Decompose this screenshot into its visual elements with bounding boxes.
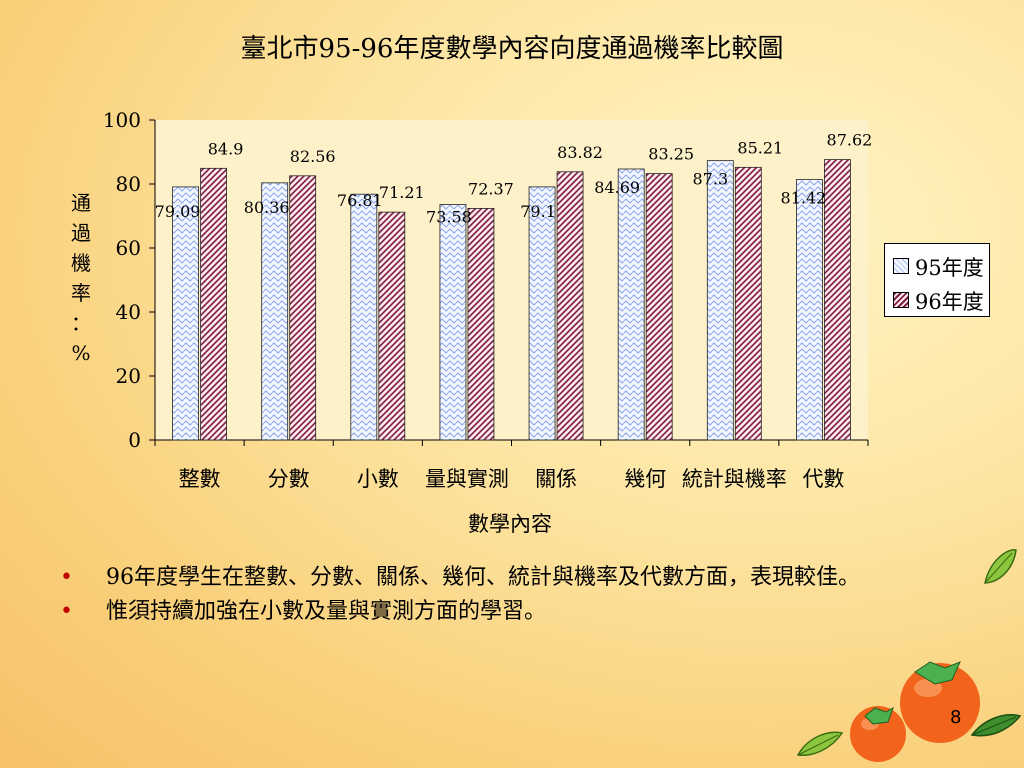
legend-label-96: 96年度 [915,290,984,314]
bar-95 [528,186,556,441]
y-axis-label-char: 率 [71,281,91,305]
y-tick-label: 100 [103,108,141,132]
bar-95 [261,182,289,441]
bar-96 [556,171,584,441]
y-axis-label-char: ： [71,311,91,335]
data-label-95: 87.3 [693,170,729,189]
data-label-96: 87.62 [827,131,873,150]
data-label-96: 72.37 [468,179,514,198]
data-label-95: 73.58 [426,208,472,227]
bullet-text: 96年度學生在整數、分數、關係、幾何、統計與機率及代數方面，表現較佳。 [106,565,860,590]
bar-95 [172,186,199,441]
x-tick-label: 整數 [179,467,221,491]
y-axis-label-char: 機 [71,251,91,275]
data-label-96: 71.21 [379,183,425,202]
bullet-item: • 惟須持續加強在小數及量與實測方面的學習。 [60,596,960,628]
x-tick-label: 分數 [268,467,310,491]
legend-label-95: 95年度 [915,256,984,280]
y-axis-label-char: 過 [71,221,91,245]
legend-swatch-96 [893,292,909,308]
bullet-list: • 96年度學生在整數、分數、關係、幾何、統計與機率及代數方面，表現較佳。 • … [60,562,960,630]
data-label-95: 81.42 [781,188,827,207]
bullet-item: • 96年度學生在整數、分數、關係、幾何、統計與機率及代數方面，表現較佳。 [60,562,960,594]
data-label-96: 84.9 [208,139,244,158]
y-tick-label: 80 [116,172,141,196]
y-axis-label: 通過機率 ：% [66,188,96,368]
bar-95 [350,193,378,441]
data-label-96: 83.25 [648,145,694,164]
x-tick-label: 統計與機率 [682,467,787,491]
bar-96 [734,166,762,441]
data-label-96: 82.56 [290,147,336,166]
y-axis-label-char: 通 [71,191,91,215]
bar-96 [200,167,227,441]
bar-95 [796,179,823,441]
bar-96 [467,208,495,441]
x-axis-label: 數學內容 [468,512,552,536]
x-tick-label: 量與實測 [425,467,509,491]
chart-legend: 95年度 96年度 [884,243,990,317]
data-label-96: 83.82 [557,143,603,162]
bar-95 [617,168,645,441]
y-tick-label: 0 [128,428,141,452]
x-tick-label: 幾何 [624,467,666,491]
y-tick-label: 60 [116,236,141,260]
data-label-95: 79.1 [520,202,556,221]
chart-title: 臺北市95-96年度數學內容向度通過機率比較圖 [240,34,784,64]
bar-95 [706,160,734,441]
bullet-dot: • [60,599,73,624]
y-axis-label-char: % [71,341,91,365]
data-label-95: 76.81 [337,191,383,210]
bar-95 [439,204,467,441]
data-label-96: 85.21 [737,138,783,157]
y-tick-label: 40 [116,300,141,324]
bullet-dot: • [60,565,73,590]
bar-96 [645,173,673,441]
y-tick-label: 20 [116,364,141,388]
bullet-text: 惟須持續加強在小數及量與實測方面的學習。 [106,599,547,624]
page-number: 8 [950,707,962,728]
bar-96 [289,175,317,441]
data-label-95: 84.69 [594,178,640,197]
data-label-95: 80.36 [244,198,290,217]
bar-96 [824,159,851,441]
x-tick-label: 小數 [357,467,399,491]
x-tick-label: 關係 [535,467,577,491]
legend-swatch-95 [893,258,909,274]
data-label-95: 79.09 [155,202,201,221]
x-tick-label: 代數 [802,467,844,491]
plot-area: 0 20 40 60 80 100 整數 分數 小數 量與實測 關係 幾何 統計與機率 代數 79.09 84… [103,108,873,491]
bar-96 [378,211,406,441]
